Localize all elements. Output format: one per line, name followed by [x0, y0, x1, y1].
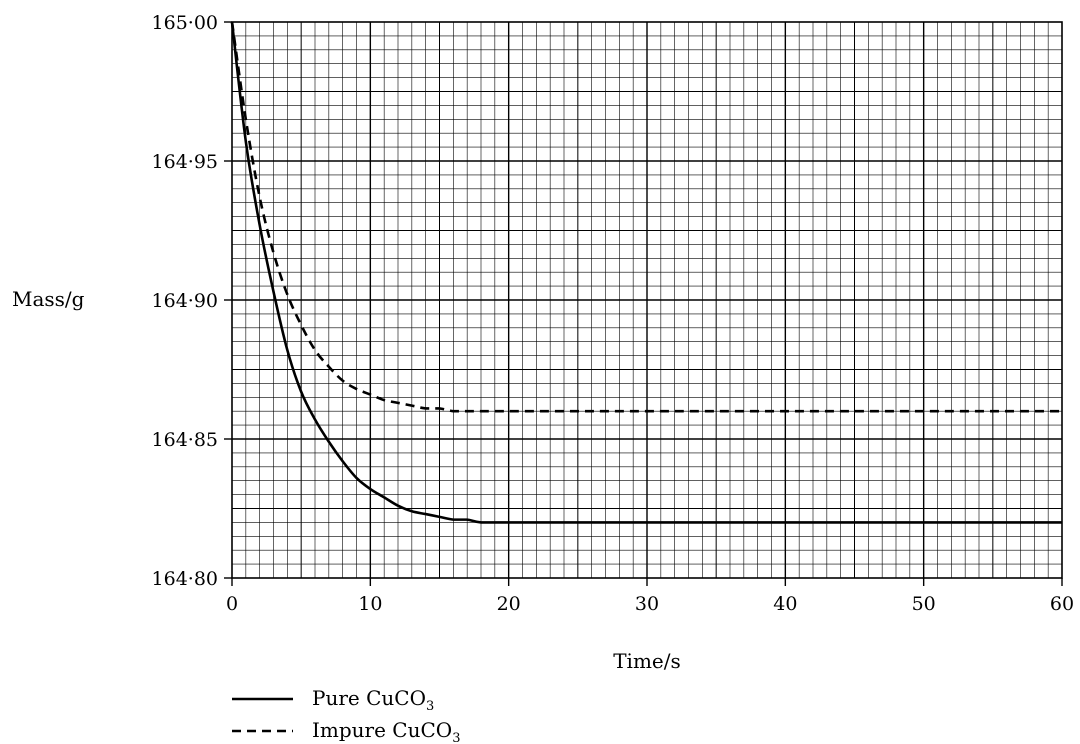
y-tick-label: 165·00 [152, 12, 218, 34]
legend: Pure CuCO3 Impure CuCO3 [232, 686, 460, 744]
y-tick-label: 164·80 [152, 568, 218, 590]
x-tick-label: 10 [358, 593, 382, 615]
legend-label-impure: Impure CuCO3 [312, 718, 460, 744]
legend-label-impure-main: Impure CuCO [312, 718, 452, 742]
tick-marks [224, 21, 1063, 586]
x-tick-label: 0 [226, 593, 238, 615]
y-tick-labels: 164·80 164·85 164·90 164·95 165·00 [152, 12, 218, 590]
x-tick-label: 30 [635, 593, 659, 615]
x-tick-label: 50 [912, 593, 936, 615]
x-tick-labels: 0 10 20 30 40 50 60 [226, 593, 1074, 615]
y-axis-label: Mass/g [12, 287, 85, 311]
legend-label-impure-sub: 3 [452, 731, 460, 744]
y-tick-label: 164·90 [152, 290, 218, 312]
legend-label-pure-sub: 3 [426, 699, 434, 714]
x-tick-label: 40 [773, 593, 797, 615]
legend-label-pure: Pure CuCO3 [312, 686, 434, 714]
series-line-impure [230, 21, 1062, 413]
series-line-pure [230, 21, 1062, 524]
major-grid [232, 22, 1062, 578]
y-tick-label: 164·95 [152, 151, 218, 173]
x-axis-label: Time/s [613, 649, 681, 673]
series-layer [230, 21, 1062, 524]
y-tick-label: 164·85 [152, 429, 218, 451]
x-tick-label: 60 [1050, 593, 1074, 615]
x-tick-label: 20 [497, 593, 521, 615]
legend-label-pure-main: Pure CuCO [312, 686, 426, 710]
